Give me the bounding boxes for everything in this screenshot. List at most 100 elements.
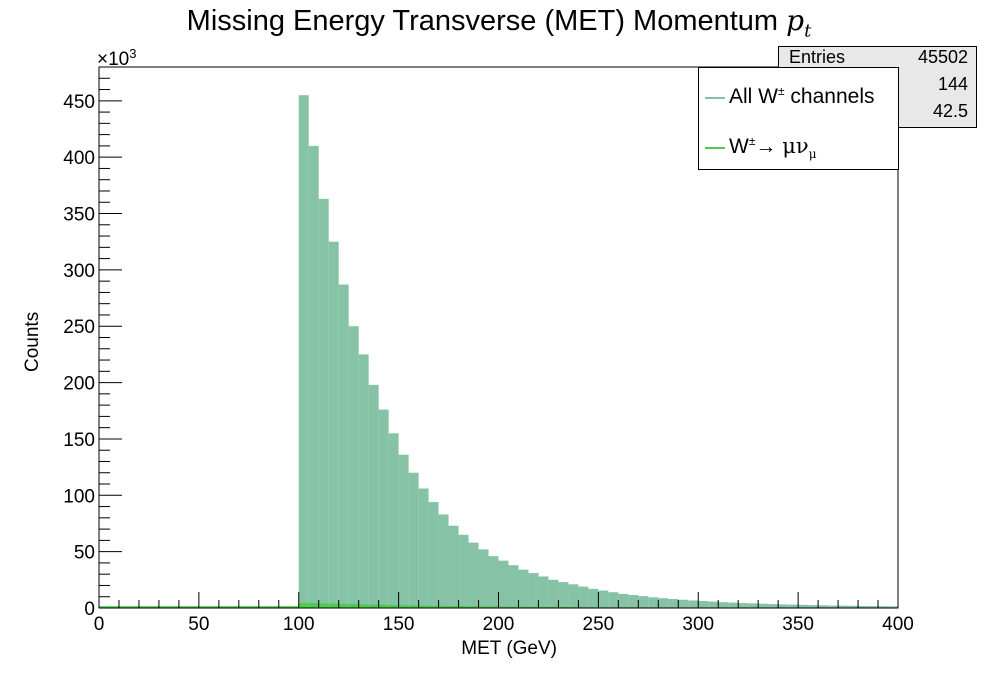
- histogram-bin: [798, 604, 809, 608]
- histogram-bin: [328, 241, 339, 608]
- y-tick-label: 100: [63, 486, 95, 507]
- histogram-bin: [378, 604, 389, 608]
- histogram-bin: [418, 488, 429, 608]
- histogram-bin: [308, 603, 319, 608]
- histogram-bin: [548, 579, 559, 608]
- histogram-bin: [828, 605, 839, 608]
- histogram-bin: [648, 597, 659, 608]
- histogram-bin: [558, 606, 569, 608]
- histogram-bin: [868, 606, 879, 608]
- histogram-bin: [348, 326, 359, 608]
- histogram-bin: [728, 602, 739, 608]
- histogram-bin: [428, 605, 439, 608]
- y-tick-label: 350: [63, 205, 95, 226]
- histogram-bin: [528, 573, 539, 608]
- histogram-bin: [438, 605, 449, 608]
- x-tick-label: 300: [682, 614, 714, 635]
- histogram-bin: [388, 604, 399, 608]
- legend-label-w-mu-nu: W±→ μνμ: [729, 134, 817, 162]
- y-tick-label: 450: [63, 92, 95, 113]
- histogram-bin: [488, 556, 499, 608]
- histogram-bin: [668, 598, 679, 608]
- stats-stddev-row: 42.5: [789, 101, 968, 125]
- histogram-bin: [468, 606, 479, 608]
- series-all-w-channels: [99, 95, 898, 609]
- histogram-bin: [298, 602, 309, 608]
- histogram-bin: [318, 198, 329, 608]
- x-axis-label: MET (GeV): [461, 638, 557, 659]
- y-tick-label: 300: [63, 261, 95, 282]
- histogram-bin: [748, 603, 759, 608]
- x-axis-ticks: 0 50 100 150 200 250 300 350 400: [94, 592, 914, 635]
- y-tick-label: 250: [63, 317, 95, 338]
- chart-title: Missing Energy Transverse (MET) Momentum…: [186, 4, 812, 42]
- histogram-bin: [788, 604, 799, 608]
- histogram-bin: [398, 454, 409, 608]
- histogram-bin: [528, 606, 539, 608]
- histogram-bin: [498, 606, 509, 608]
- histogram-bin: [418, 605, 429, 608]
- stats-mean-value: 144: [937, 74, 968, 94]
- histogram-bin: [438, 514, 449, 608]
- legend-swatch-w-mu-nu: [705, 147, 725, 149]
- histogram-bin: [478, 606, 489, 608]
- histogram-bin: [858, 605, 869, 608]
- histogram-bin: [558, 582, 569, 608]
- y-tick-label: 200: [63, 374, 95, 395]
- histogram-bin: [458, 534, 469, 608]
- histogram-bin: [508, 565, 519, 608]
- legend-swatch-all-w: [705, 97, 725, 99]
- histogram-bin: [348, 604, 359, 608]
- histogram-bin: [618, 593, 629, 608]
- histogram-bin: [598, 590, 609, 608]
- histogram-bin: [378, 409, 389, 608]
- x-tick-label: 250: [583, 614, 615, 635]
- histogram-bin: [588, 588, 599, 608]
- x-tick-label: 50: [188, 614, 209, 635]
- histogram-bin: [358, 354, 369, 608]
- y-axis-multiplier: ×103: [97, 46, 136, 70]
- histogram-bin: [548, 606, 559, 608]
- histogram-bin: [878, 606, 889, 608]
- histogram-bin: [688, 600, 699, 608]
- histogram-bin: [428, 502, 439, 608]
- x-tick-label: 350: [782, 614, 814, 635]
- histogram-bin: [808, 605, 819, 608]
- histogram-bin: [408, 605, 419, 608]
- histogram-bin: [408, 472, 419, 608]
- x-tick-label: 100: [283, 614, 315, 635]
- stats-entries-value: 45502: [917, 47, 968, 67]
- histogram-bin: [488, 606, 499, 608]
- legend: All W± channels W±→ μνμ: [698, 67, 899, 170]
- histogram-bin: [338, 603, 349, 608]
- title-symbol: pt: [786, 4, 812, 42]
- x-tick-label: 200: [483, 614, 515, 635]
- stats-stddev-value: 42.5: [932, 101, 968, 121]
- histogram-bin: [298, 95, 309, 609]
- histogram-bin: [608, 592, 619, 608]
- y-tick-label: 400: [63, 148, 95, 169]
- histogram-bin: [888, 606, 898, 608]
- histogram-bin: [848, 605, 859, 608]
- histogram-bin: [498, 560, 509, 608]
- stats-entries-label: Entries: [789, 47, 846, 67]
- histogram-bin: [368, 604, 379, 608]
- histogram-bin: [458, 606, 469, 608]
- histogram-bin: [818, 605, 829, 608]
- histogram-bin: [478, 549, 489, 608]
- histogram-bin: [318, 603, 329, 608]
- histogram-bin: [658, 598, 669, 608]
- histogram-bin: [738, 603, 749, 608]
- x-tick-label: 150: [383, 614, 415, 635]
- histogram-bin: [678, 599, 689, 608]
- histogram-bin: [638, 596, 649, 608]
- histogram-bin: [398, 605, 409, 608]
- y-tick-label: 50: [74, 543, 95, 564]
- y-axis-label: Counts: [22, 312, 43, 372]
- histogram-bin: [778, 604, 789, 608]
- histogram-bin: [708, 601, 719, 608]
- histogram-bin: [448, 525, 459, 608]
- histogram-bin: [508, 606, 519, 608]
- histogram-bin: [568, 584, 579, 608]
- histogram-bin: [758, 603, 769, 608]
